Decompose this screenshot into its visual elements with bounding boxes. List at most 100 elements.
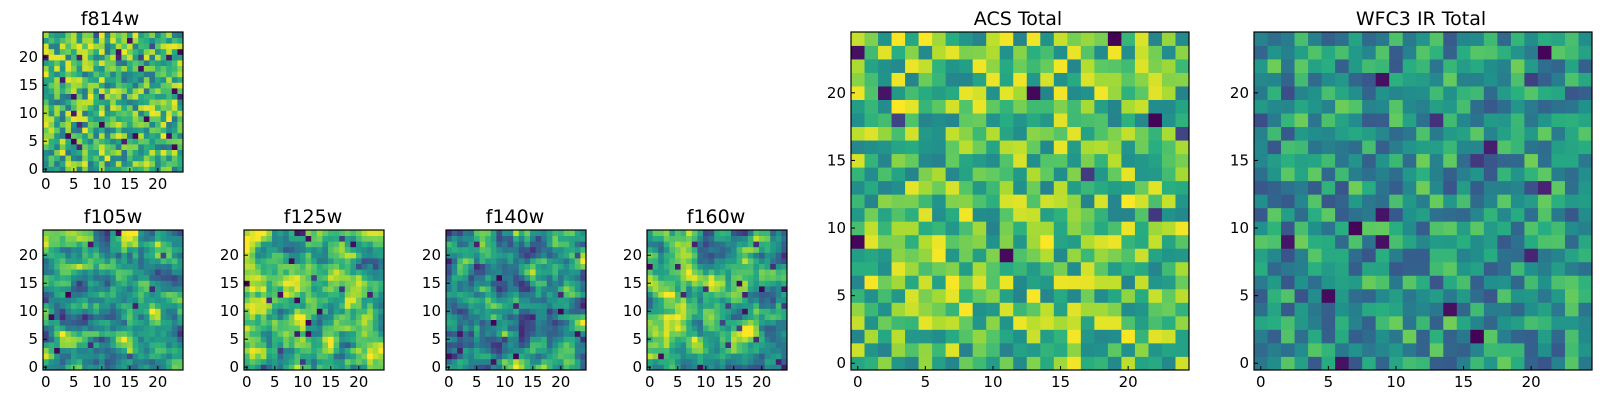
heatmap-cell <box>1335 45 1350 60</box>
heatmap-cell <box>513 246 520 253</box>
heatmap-cell <box>451 280 458 287</box>
heatmap-cell <box>918 180 933 195</box>
heatmap-cell <box>1551 221 1566 236</box>
heatmap-cell <box>1294 302 1309 317</box>
heatmap-cell <box>138 274 145 281</box>
heatmap-cell <box>731 252 737 259</box>
heatmap-cell <box>541 308 548 315</box>
heatmap-cell <box>502 286 508 292</box>
heatmap-cell <box>972 167 987 182</box>
heatmap-cell <box>457 336 464 343</box>
heatmap-cell <box>986 99 1001 114</box>
heatmap-cell <box>48 76 55 83</box>
heatmap-cell <box>43 71 49 78</box>
heatmap-cell <box>288 297 295 304</box>
heatmap-cell <box>479 353 486 360</box>
heatmap-cell <box>356 235 362 242</box>
heatmap-cell <box>155 65 161 72</box>
heatmap-cell <box>736 336 743 343</box>
heatmap-cell <box>1267 45 1282 60</box>
heatmap-cell <box>753 319 760 326</box>
heatmap-cell <box>311 314 318 320</box>
heatmap-cell <box>104 76 111 83</box>
heatmap-cell <box>1483 194 1498 209</box>
heatmap-cell <box>999 329 1014 344</box>
heatmap-cell <box>1294 356 1309 371</box>
heatmap-cell <box>361 302 368 309</box>
heatmap-cell <box>143 252 150 259</box>
heatmap-cell <box>535 336 542 343</box>
heatmap-cell <box>255 314 262 320</box>
heatmap-cell <box>99 314 105 320</box>
heatmap-cell <box>563 274 570 281</box>
heatmap-cell <box>1267 99 1282 114</box>
heatmap-cell <box>149 110 156 117</box>
heatmap-cell <box>675 353 681 360</box>
heatmap-cell <box>652 274 659 281</box>
heatmap-cell <box>110 297 117 304</box>
heatmap-cell <box>708 364 715 371</box>
heatmap-cell <box>110 104 117 111</box>
heatmap-cell <box>54 319 61 326</box>
heatmap-cell <box>1013 342 1028 357</box>
heatmap-cell <box>658 302 665 309</box>
heatmap-cell <box>171 138 178 145</box>
heatmap-cell <box>753 347 760 354</box>
heatmap-cell <box>552 319 559 326</box>
heatmap-cell <box>93 121 100 128</box>
heatmap-cell <box>48 166 55 173</box>
heatmap-cell <box>110 48 117 55</box>
heatmap-cell <box>82 121 89 128</box>
heatmap-cell <box>1267 153 1282 168</box>
heatmap-cell <box>127 93 133 100</box>
heatmap-cell <box>569 286 576 292</box>
heatmap-cell <box>446 342 452 348</box>
heatmap-cell <box>753 336 760 343</box>
heatmap-cell <box>350 230 357 236</box>
heatmap-cell <box>1362 99 1377 114</box>
heatmap-cell <box>1175 113 1190 128</box>
heatmap-cells-f814w <box>43 32 184 173</box>
heatmap-cell <box>851 59 865 73</box>
heatmap-cell <box>43 65 49 72</box>
heatmap-cell <box>524 342 531 348</box>
heatmap-cell <box>1524 32 1539 46</box>
heatmap-cell <box>1416 194 1431 209</box>
heatmap-cell <box>764 347 771 354</box>
heatmap-cell <box>541 358 548 365</box>
heatmap-cell <box>127 132 133 139</box>
heatmap-cell <box>294 280 301 287</box>
heatmap-cell <box>530 263 536 270</box>
heatmap-cell <box>1578 167 1593 182</box>
heatmap-cell <box>143 144 150 150</box>
heatmap-cell <box>54 127 61 134</box>
heatmap-cell <box>1013 153 1028 168</box>
heatmap-cell <box>288 252 295 259</box>
heatmap-cell <box>864 140 879 155</box>
heatmap-cell <box>518 314 525 320</box>
heatmap-cell <box>1040 45 1055 60</box>
heatmap-cell <box>99 144 105 150</box>
heatmap-cell <box>546 263 553 270</box>
heatmap-cell <box>1483 72 1498 87</box>
heatmap-cell <box>171 160 178 167</box>
heatmap-cell <box>138 60 145 66</box>
heatmap-cell <box>658 246 665 253</box>
heatmap-cell <box>328 342 334 348</box>
heatmap-cell <box>1456 167 1471 182</box>
heatmap-cell <box>714 319 721 326</box>
heatmap-cell <box>770 235 777 242</box>
heatmap-cell <box>669 342 676 348</box>
heatmap-cell <box>736 358 743 365</box>
heatmap-cell <box>490 353 497 360</box>
heatmap-cell <box>160 138 167 145</box>
heatmap-cell <box>177 263 184 270</box>
heatmap-cell <box>344 252 351 259</box>
heatmap-cell <box>121 269 128 276</box>
heatmap-cell <box>759 274 765 281</box>
heatmap-cell <box>1161 45 1176 60</box>
heatmap-cell <box>143 274 150 281</box>
heatmap-cell <box>1551 45 1566 60</box>
heatmap-cell <box>507 252 514 259</box>
